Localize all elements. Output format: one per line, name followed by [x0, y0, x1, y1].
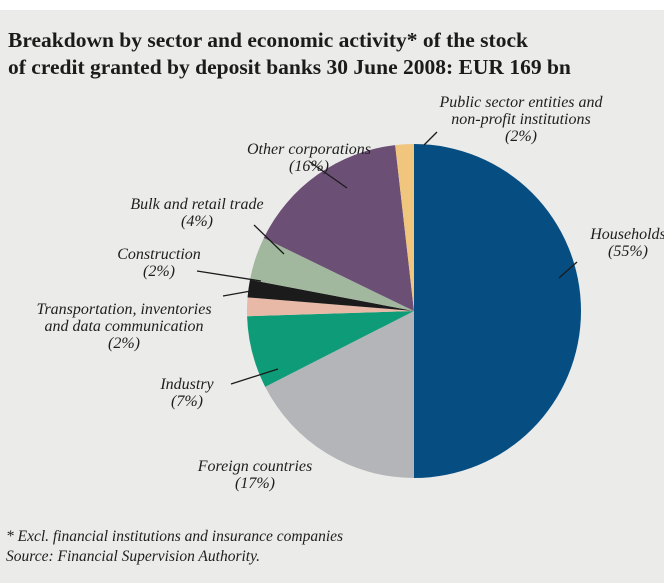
leader-line-3: [222, 288, 263, 297]
slice-name-line: Other corporations: [247, 141, 371, 158]
slice-pct-label: (2%): [143, 263, 175, 280]
slice-pct-label: (7%): [171, 393, 203, 410]
pie-slice-7: [395, 144, 414, 311]
leader-line-5: [253, 224, 285, 255]
leader-line-7: [423, 131, 438, 146]
source-note: Source: Financial Supervision Authority.: [6, 548, 260, 565]
slice-pct-label: (4%): [181, 213, 213, 230]
slice-name-line: Transportation, inventories: [36, 301, 211, 318]
footnote: * Excl. financial institutions and insur…: [6, 528, 344, 545]
pie-slice-2: [247, 311, 414, 387]
slice-pct-label: (2%): [108, 335, 140, 352]
slice-name-line: Bulk and retail trade: [130, 196, 263, 213]
slice-labels: Households (55%) Foreign countries (17%) Ind…: [36, 94, 664, 492]
slice-name-line: Industry: [159, 376, 214, 393]
pie-slice-6: [263, 145, 414, 311]
pie-slice-1: [265, 311, 414, 478]
slice-label-6: Other corporations (16%): [247, 141, 371, 175]
leader-line-0: [558, 261, 578, 279]
slice-label-7: Public sector entities and non-profit ins…: [438, 94, 603, 145]
slice-pct-label: (55%): [608, 243, 648, 260]
slice-label-5: Bulk and retail trade (4%): [130, 196, 263, 230]
chart-notes: * Excl. financial institutions and insur…: [6, 527, 343, 567]
slice-pct-label: (17%): [235, 475, 275, 492]
slice-label-1: Foreign countries (17%): [197, 458, 313, 492]
pie-slice-0: [414, 144, 581, 478]
slice-pct-label: (2%): [505, 128, 537, 145]
chart-title-line-2: of credit granted by deposit banks 30 Ju…: [8, 55, 571, 79]
pie-slices: [246, 144, 581, 478]
pie-slice-4: [247, 279, 414, 311]
pie-slice-5: [249, 238, 414, 311]
slice-name-line: and data communication: [44, 318, 203, 335]
pie-slice-3: [246, 297, 414, 317]
leader-lines: [196, 131, 578, 385]
chart-title: Breakdown by sector and economic activit…: [8, 27, 664, 81]
slice-label-3: Transportation, inventories and data comm…: [36, 301, 211, 352]
leader-line-4: [196, 270, 262, 282]
slice-name-line: non-profit institutions: [451, 111, 590, 128]
slice-name-line: Households: [589, 226, 664, 243]
leader-line-6: [309, 161, 348, 189]
slice-label-0: Households (55%): [589, 226, 664, 260]
chart-title-line-1: Breakdown by sector and economic activit…: [8, 28, 528, 52]
slice-name-line: Public sector entities and: [438, 94, 603, 111]
slice-label-2: Industry (7%): [159, 376, 214, 410]
leader-line-2: [230, 368, 279, 385]
slice-label-4: Construction (2%): [117, 246, 201, 280]
slice-name-line: Foreign countries: [197, 458, 313, 475]
slice-name-line: Construction: [117, 246, 201, 263]
slice-pct-label: (16%): [289, 158, 329, 175]
